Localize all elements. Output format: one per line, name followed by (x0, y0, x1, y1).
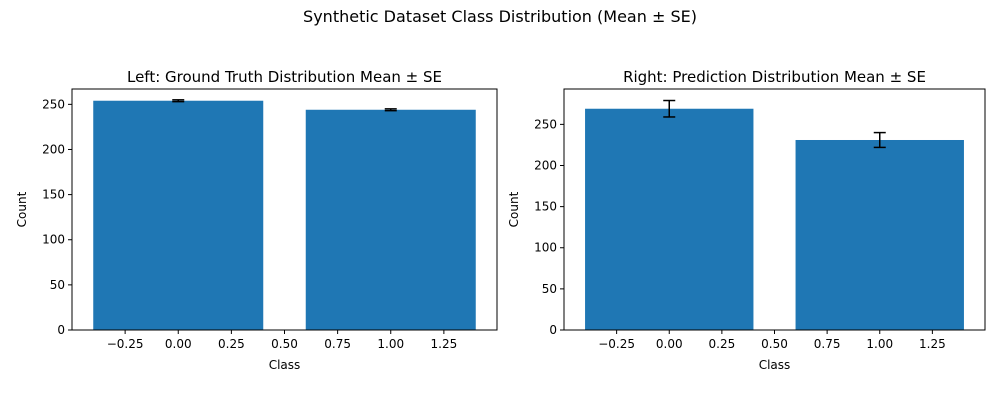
x-tick-label: −0.25 (598, 337, 635, 351)
x-tick-label: 0.75 (814, 337, 841, 351)
y-tick-label: 150 (42, 188, 65, 202)
errorbar-0 (663, 99, 676, 118)
x-tick-label: 1.00 (866, 337, 893, 351)
errorbar-0 (172, 99, 185, 103)
x-tick-label: 0.75 (324, 337, 351, 351)
chart-title: Right: Prediction Distribution Mean ± SE (623, 68, 926, 86)
bar-1 (795, 139, 964, 330)
x-tick-label: 0.50 (271, 337, 298, 351)
chart-panel-0: −0.25 0.00 0.25 0.50 0.75 1.00 1.25 0 50 100 150 20… (15, 68, 498, 372)
bar-1 (305, 109, 476, 330)
y-tick-label: 50 (542, 282, 557, 296)
x-tick-label: 0.00 (656, 337, 683, 351)
y-tick-label: 100 (534, 241, 557, 255)
x-axis-label: Class (269, 358, 301, 372)
x-tick-label: 0.25 (709, 337, 736, 351)
errorbar-1 (873, 131, 886, 149)
y-tick-label: 200 (534, 158, 557, 172)
y-tick-label: 150 (534, 200, 557, 214)
y-tick-label: 250 (42, 97, 65, 111)
x-tick-label: 1.25 (431, 337, 458, 351)
y-axis-label: Count (15, 191, 29, 227)
x-tick-label: 0.00 (165, 337, 192, 351)
x-tick-label: 1.00 (377, 337, 404, 351)
y-tick-label: 0 (549, 323, 557, 337)
y-tick-label: 50 (50, 278, 65, 292)
x-tick-label: −0.25 (107, 337, 144, 351)
y-tick-label: 250 (534, 117, 557, 131)
x-tick-label: 1.25 (919, 337, 946, 351)
figure-suptitle: Synthetic Dataset Class Distribution (Me… (303, 7, 697, 26)
y-axis-label: Count (507, 191, 521, 227)
chart-panel-1: −0.25 0.00 0.25 0.50 0.75 1.00 1.25 0 50 100 150 20… (507, 68, 986, 372)
y-tick-label: 0 (57, 323, 65, 337)
errorbar-1 (384, 108, 397, 112)
x-axis-label: Class (759, 358, 791, 372)
bar-0 (585, 108, 754, 330)
y-tick-label: 200 (42, 142, 65, 156)
x-tick-label: 0.50 (761, 337, 788, 351)
y-tick-label: 100 (42, 233, 65, 247)
bar-0 (93, 100, 264, 330)
chart-title: Left: Ground Truth Distribution Mean ± S… (127, 68, 442, 86)
x-tick-label: 0.25 (218, 337, 245, 351)
